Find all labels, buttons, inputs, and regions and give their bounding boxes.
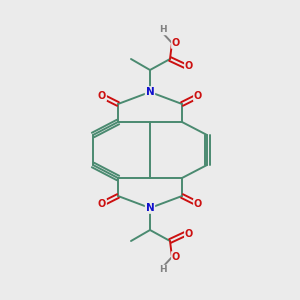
Text: H: H: [159, 26, 167, 34]
Text: O: O: [172, 38, 180, 48]
Text: H: H: [159, 266, 167, 274]
Text: O: O: [185, 229, 193, 239]
Text: O: O: [172, 252, 180, 262]
Text: O: O: [194, 199, 202, 209]
Text: N: N: [146, 203, 154, 213]
Text: O: O: [98, 199, 106, 209]
Text: N: N: [146, 87, 154, 97]
Text: O: O: [98, 91, 106, 101]
Text: O: O: [194, 91, 202, 101]
Text: O: O: [185, 61, 193, 71]
